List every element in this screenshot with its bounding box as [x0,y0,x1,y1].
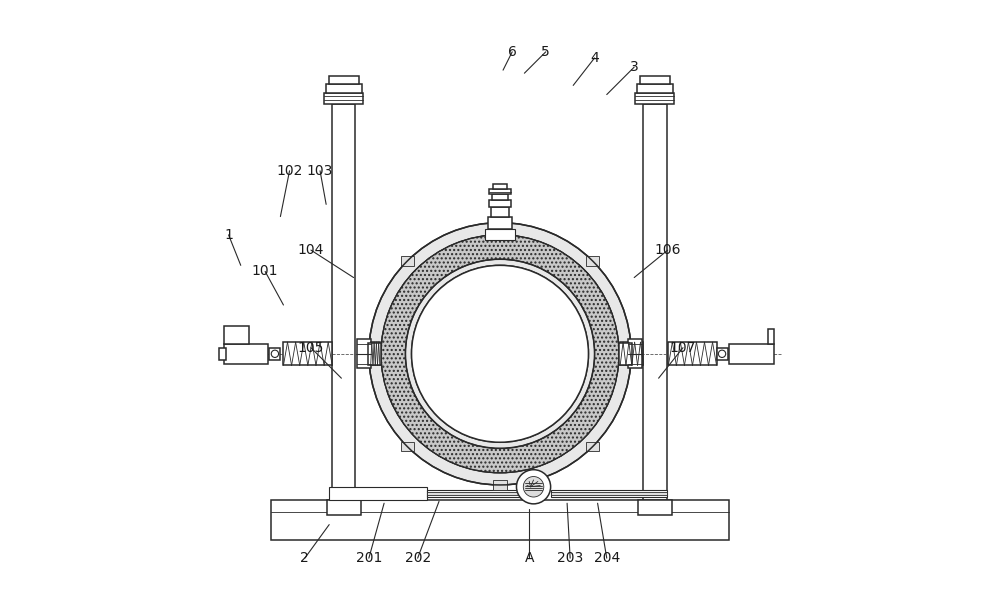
Text: 101: 101 [252,265,278,278]
Text: 2: 2 [300,551,309,565]
Bar [493,218,507,228]
Bar [492,194,508,200]
Bar [489,189,511,194]
Bar [219,348,226,360]
Bar [635,93,674,104]
Bar [586,256,599,266]
Bar [628,339,642,368]
Bar [643,104,667,500]
Bar [224,344,268,364]
Text: 203: 203 [557,551,583,565]
Bar [357,339,371,368]
Bar [324,93,363,104]
Text: A: A [525,551,534,565]
Text: 4: 4 [590,51,599,65]
Bar [371,342,380,365]
Bar [488,217,512,229]
Bar [638,500,672,515]
Bar [620,342,643,365]
Text: 5: 5 [541,45,550,59]
Text: 201: 201 [356,551,382,565]
Bar [729,344,774,364]
Bar [586,442,599,451]
Wedge shape [405,259,595,448]
Text: 6: 6 [508,45,517,59]
Bar [283,342,332,365]
Bar [329,487,427,500]
Bar [551,490,667,497]
Bar [329,76,359,84]
Bar [489,200,511,207]
Bar [401,256,414,266]
Bar [427,490,530,497]
Bar [427,492,530,495]
Circle shape [516,470,551,504]
Bar [768,329,774,344]
Text: 103: 103 [307,164,333,178]
Bar [717,348,728,360]
Circle shape [271,350,279,357]
Bar [668,342,717,365]
Text: 106: 106 [654,243,681,257]
Text: 3: 3 [630,60,639,74]
Circle shape [412,265,588,442]
Bar [493,184,507,189]
Text: 107: 107 [670,341,696,354]
Bar [619,343,632,365]
Bar [271,500,729,540]
Wedge shape [369,223,631,485]
Bar [401,442,414,451]
Text: 105: 105 [298,341,324,354]
Bar [637,84,673,93]
Bar [332,104,355,500]
Text: 202: 202 [405,551,431,565]
Circle shape [718,350,726,357]
Bar [326,84,362,93]
Bar [640,76,670,84]
Text: 204: 204 [594,551,620,565]
Bar [224,326,249,344]
Text: 102: 102 [276,164,303,178]
Wedge shape [381,235,619,473]
Bar [269,348,280,360]
Bar [491,207,509,217]
Bar [485,229,515,240]
Bar [551,492,667,495]
Bar [493,480,507,490]
Bar [368,343,381,365]
Bar [327,500,361,515]
Circle shape [523,476,544,497]
Text: 1: 1 [224,228,233,242]
Text: 104: 104 [298,243,324,257]
